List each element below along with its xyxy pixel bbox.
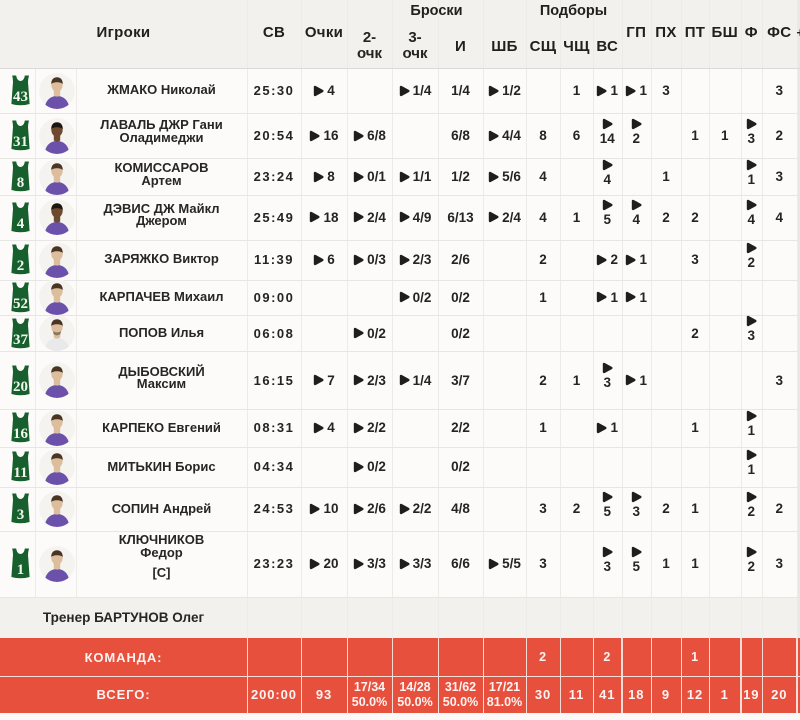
svg-text:31: 31 <box>13 134 28 150</box>
svg-text:11: 11 <box>13 465 27 481</box>
svg-text:52: 52 <box>13 296 28 312</box>
svg-text:37: 37 <box>13 332 29 348</box>
svg-text:3: 3 <box>16 507 24 523</box>
svg-text:43: 43 <box>13 89 28 105</box>
svg-text:20: 20 <box>13 379 28 395</box>
svg-text:1: 1 <box>16 562 24 578</box>
svg-text:2: 2 <box>16 258 24 274</box>
svg-text:4: 4 <box>16 216 24 232</box>
svg-text:16: 16 <box>13 426 29 442</box>
svg-text:8: 8 <box>16 175 24 191</box>
